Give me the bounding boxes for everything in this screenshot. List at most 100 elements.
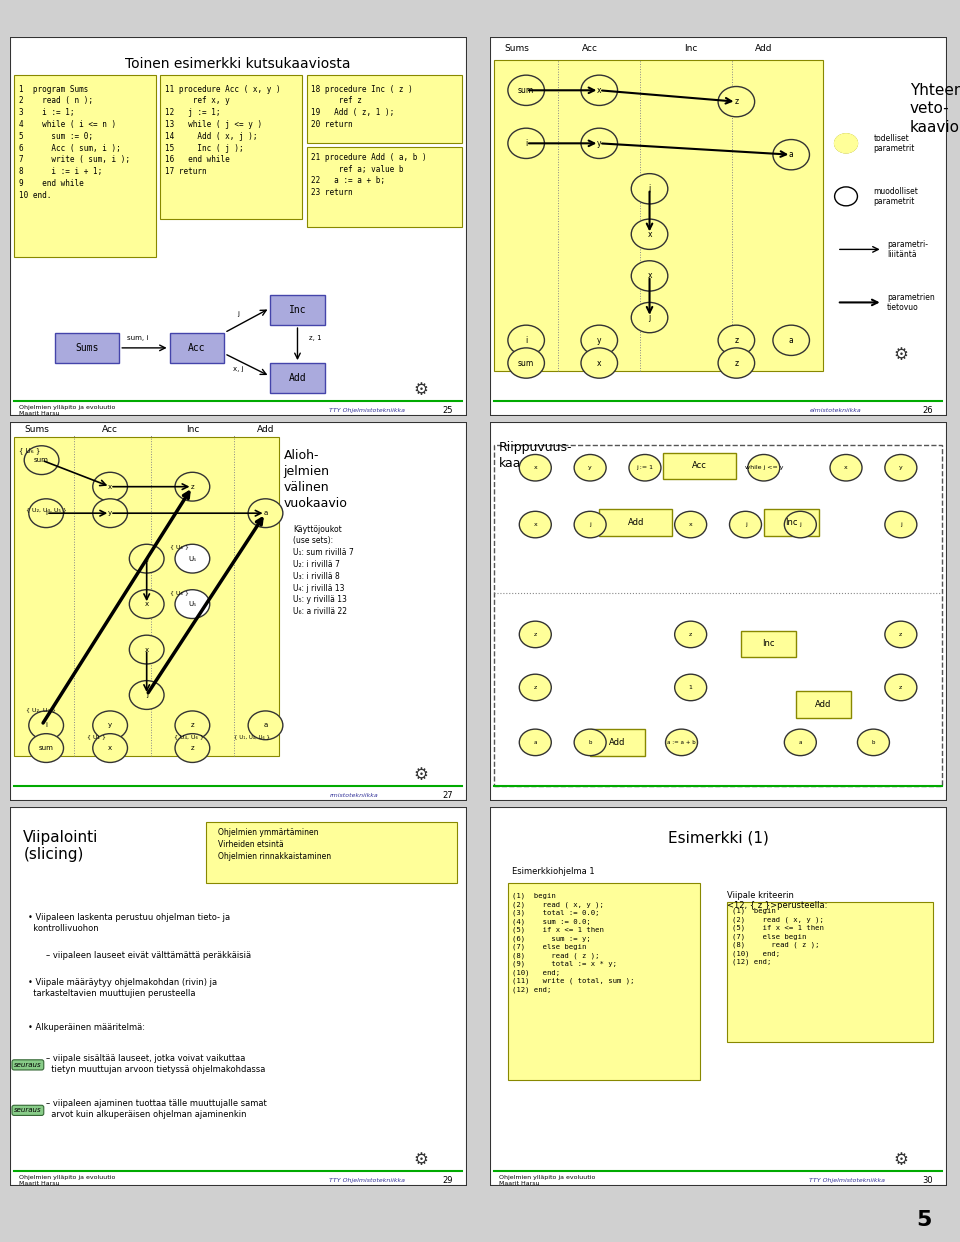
Circle shape xyxy=(574,729,606,755)
Text: z: z xyxy=(534,632,537,637)
Text: U₆: U₆ xyxy=(188,601,197,607)
Circle shape xyxy=(130,681,164,709)
FancyBboxPatch shape xyxy=(270,363,324,394)
Text: 21 procedure Add ( a, b )
      ref a; value b
22   a := a + b;
23 return: 21 procedure Add ( a, b ) ref a; value b… xyxy=(311,153,427,197)
Text: 5: 5 xyxy=(916,1210,931,1230)
Text: { U₆ }: { U₆ } xyxy=(170,590,188,595)
FancyBboxPatch shape xyxy=(306,147,462,226)
Text: i: i xyxy=(45,723,47,728)
Text: b: b xyxy=(588,740,592,745)
Circle shape xyxy=(93,734,128,763)
Text: ⚙: ⚙ xyxy=(894,347,908,364)
Circle shape xyxy=(93,472,128,501)
Circle shape xyxy=(248,710,283,740)
Text: j: j xyxy=(648,313,651,322)
Circle shape xyxy=(632,303,668,333)
Text: Viipalointi
(slicing): Viipalointi (slicing) xyxy=(23,830,99,862)
Text: z: z xyxy=(191,745,194,751)
Text: Ohjelmien ymmärtäminen
Virheiden etsintä
Ohjelmien rinnakkaistaminen: Ohjelmien ymmärtäminen Virheiden etsintä… xyxy=(218,828,330,861)
Circle shape xyxy=(830,455,862,481)
Text: Inc: Inc xyxy=(762,640,775,648)
Text: x: x xyxy=(647,230,652,238)
Text: sum: sum xyxy=(518,86,535,94)
Text: Acc: Acc xyxy=(582,43,598,52)
Text: z: z xyxy=(689,632,692,637)
Circle shape xyxy=(784,512,816,538)
Text: Alioh-
jelmien
välinen
vuokaavio: Alioh- jelmien välinen vuokaavio xyxy=(284,448,348,509)
Text: Sums: Sums xyxy=(25,425,50,433)
Text: ⚙: ⚙ xyxy=(414,765,428,784)
Text: rmistotekniikka: rmistotekniikka xyxy=(329,792,378,797)
Text: a := a + b: a := a + b xyxy=(667,740,696,745)
Text: a: a xyxy=(789,335,794,345)
Circle shape xyxy=(508,348,544,378)
Text: TTY Ohjelmistotekniikka: TTY Ohjelmistotekniikka xyxy=(809,1177,885,1182)
Circle shape xyxy=(730,512,761,538)
Circle shape xyxy=(629,455,660,481)
Text: { U₁, U₄, U₆ }: { U₁, U₄, U₆ } xyxy=(233,734,270,739)
Circle shape xyxy=(130,635,164,664)
Circle shape xyxy=(885,674,917,700)
Text: x: x xyxy=(647,272,652,281)
Circle shape xyxy=(248,499,283,528)
Circle shape xyxy=(718,87,755,117)
Text: y: y xyxy=(108,723,112,728)
Text: y: y xyxy=(108,510,112,517)
Text: (1)  begin
(2)    read ( x, y );
(5)    if x <= 1 then
(7)    else begin
(8)    : (1) begin (2) read ( x, y ); (5) if x <=… xyxy=(732,908,824,965)
Text: j: j xyxy=(146,555,148,561)
Circle shape xyxy=(175,710,209,740)
Text: { U₁ }: { U₁ } xyxy=(87,734,107,739)
Text: U₆: U₆ xyxy=(188,555,197,561)
Circle shape xyxy=(508,76,544,106)
Text: 1: 1 xyxy=(688,684,692,691)
FancyBboxPatch shape xyxy=(490,37,947,416)
Text: z: z xyxy=(734,335,738,345)
Text: parametri-
liiitäntä: parametri- liiitäntä xyxy=(887,240,928,260)
Text: – viipale sisältää lauseet, jotka voivat vaikuttaa
  tietyn muuttujan arvoon tie: – viipale sisältää lauseet, jotka voivat… xyxy=(46,1053,266,1073)
Circle shape xyxy=(773,325,809,355)
Text: sum: sum xyxy=(35,457,49,463)
Circle shape xyxy=(574,455,606,481)
Text: x: x xyxy=(688,522,692,527)
Text: { U₂, U₃, U₅ }: { U₂, U₃, U₅ } xyxy=(26,507,66,512)
Text: • Viipale määräytyy ohjelmakohdan (rivin) ja
  tarkasteltavien muuttujien perust: • Viipale määräytyy ohjelmakohdan (rivin… xyxy=(28,977,217,997)
FancyBboxPatch shape xyxy=(508,883,700,1081)
FancyBboxPatch shape xyxy=(764,509,819,537)
Circle shape xyxy=(885,621,917,647)
Text: i: i xyxy=(525,139,527,148)
Circle shape xyxy=(581,128,617,159)
Text: x: x xyxy=(534,522,538,527)
Text: ⚙: ⚙ xyxy=(414,1150,428,1169)
Text: Inc: Inc xyxy=(289,306,306,315)
Text: seuraus: seuraus xyxy=(14,1062,41,1068)
Circle shape xyxy=(175,472,209,501)
Circle shape xyxy=(665,729,698,755)
Text: j: j xyxy=(800,522,802,527)
Text: y: y xyxy=(588,466,592,471)
FancyBboxPatch shape xyxy=(14,76,156,257)
Text: Add: Add xyxy=(256,425,275,433)
Text: j: j xyxy=(589,522,591,527)
Text: z: z xyxy=(191,483,194,489)
FancyBboxPatch shape xyxy=(170,333,225,363)
Circle shape xyxy=(519,621,551,647)
Text: z: z xyxy=(534,684,537,691)
Text: a: a xyxy=(789,150,794,159)
Circle shape xyxy=(29,499,63,528)
Text: z, 1: z, 1 xyxy=(309,335,322,342)
Circle shape xyxy=(175,590,209,619)
Circle shape xyxy=(581,348,617,378)
Circle shape xyxy=(632,174,668,204)
Text: (1)  begin
(2)    read ( x, y );
(3)    total := 0.0;
(4)    sum := 0.0;
(5)    : (1) begin (2) read ( x, y ); (3) total :… xyxy=(513,893,635,992)
Circle shape xyxy=(748,455,780,481)
Text: parametrien
tietovuo: parametrien tietovuo xyxy=(887,293,935,312)
Text: sum: sum xyxy=(38,745,54,751)
FancyBboxPatch shape xyxy=(728,902,933,1042)
Text: { U₆ }: { U₆ } xyxy=(170,545,188,550)
Circle shape xyxy=(834,134,857,153)
FancyBboxPatch shape xyxy=(10,807,467,1186)
FancyBboxPatch shape xyxy=(160,76,302,219)
Text: Add: Add xyxy=(628,518,644,527)
Text: sum, i: sum, i xyxy=(127,335,148,342)
Text: while j <= y: while j <= y xyxy=(745,466,783,471)
